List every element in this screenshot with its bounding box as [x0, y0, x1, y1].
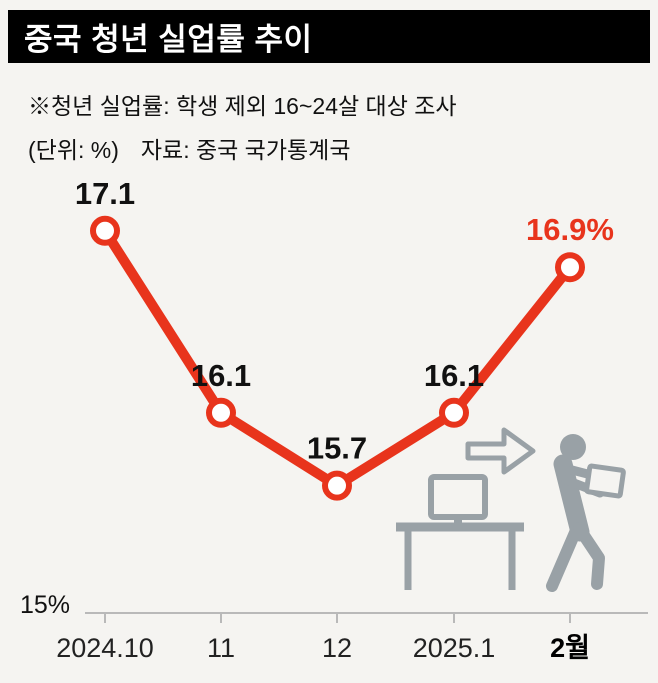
data-point-label: 16.1: [424, 358, 484, 393]
data-point-label: 17.1: [75, 176, 135, 211]
data-point-label: 16.9%: [526, 212, 614, 247]
note-unit-source: (단위: %) 자료: 중국 국가통계국: [28, 128, 457, 172]
desk-icon: [396, 522, 524, 590]
data-point: [322, 470, 352, 501]
person-leaving-desk-illustration: [396, 427, 626, 592]
monitor-icon: [428, 474, 488, 525]
data-point: [206, 397, 236, 428]
x-axis-label: 2025.1: [413, 633, 496, 663]
walking-person-icon: [546, 434, 626, 592]
x-axis-label: 2월: [550, 633, 590, 663]
page-title: 중국 청년 실업률 추이: [24, 22, 313, 57]
x-axis-label: 11: [207, 633, 235, 663]
chart-notes: ※청년 실업률: 학생 제외 16~24살 대상 조사 (단위: %) 자료: 중…: [28, 84, 457, 172]
data-point: [90, 215, 120, 246]
x-axis-label: 2024.10: [56, 633, 154, 663]
data-point-label: 15.7: [307, 431, 367, 466]
arrow-right-icon: [465, 427, 536, 475]
y-baseline-label: 15%: [20, 591, 70, 619]
chart-layer: 15% 2024.10 11 12 2025.1 2월 17.1 16.1 15.7 16.1 16…: [20, 176, 648, 663]
title-bar: 중국 청년 실업률 추이: [8, 10, 650, 63]
data-point-label: 16.1: [191, 358, 251, 393]
data-point: [555, 252, 585, 283]
note-definition: ※청년 실업률: 학생 제외 16~24살 대상 조사: [28, 93, 457, 119]
note-source: 자료: 중국 국가통계국: [140, 137, 351, 163]
note-unit: (단위: %): [28, 137, 119, 163]
data-point: [439, 397, 469, 428]
x-axis-label: 12: [322, 633, 352, 663]
box-icon: [584, 463, 626, 499]
